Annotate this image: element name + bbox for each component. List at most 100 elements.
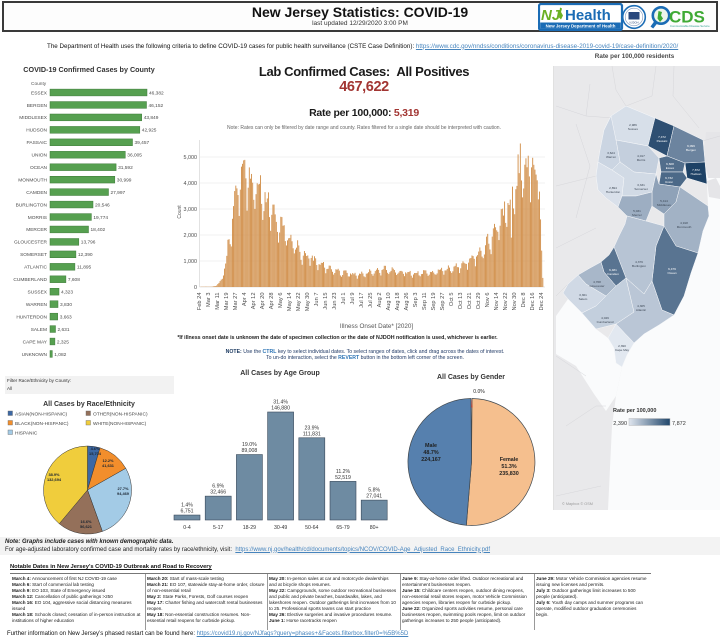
svg-text:New Jersey Department of Healt: New Jersey Department of Health [546, 24, 616, 29]
svg-text:WARREN: WARREN [26, 302, 48, 308]
svg-text:2,631: 2,631 [58, 327, 70, 333]
svg-text:Health: Health [565, 7, 611, 24]
svg-text:Bergen: Bergen [686, 148, 696, 152]
svg-text:3,830: 3,830 [60, 302, 72, 308]
svg-text:MIDDLESEX: MIDDLESEX [19, 115, 48, 121]
svg-text:Aug 26: Aug 26 [404, 293, 410, 311]
svg-text:Middlesex: Middlesex [657, 203, 671, 207]
svg-text:HISPANIC: HISPANIC [15, 430, 38, 436]
svg-text:146,880: 146,880 [271, 406, 290, 412]
svg-text:235,830: 235,830 [499, 471, 519, 477]
svg-text:Morris: Morris [637, 158, 646, 162]
svg-text:3,663: 3,663 [60, 314, 72, 320]
svg-text:5,031: 5,031 [633, 209, 641, 213]
svg-text:65-79: 65-79 [336, 525, 349, 531]
svg-text:Apr 20: Apr 20 [260, 293, 266, 310]
svg-text:Cape May: Cape May [615, 348, 630, 352]
svg-text:4.6%: 4.6% [91, 446, 100, 451]
svg-text:46,152: 46,152 [149, 103, 164, 109]
svg-text:Mercer: Mercer [632, 213, 642, 217]
svg-text:Jul 25: Jul 25 [368, 293, 374, 308]
svg-text:2,000: 2,000 [184, 233, 198, 239]
svg-text:51.3%: 51.3% [501, 464, 516, 470]
svg-text:6,732: 6,732 [665, 176, 673, 180]
svg-text:PASSAIC: PASSAIC [27, 140, 48, 146]
svg-text:BURLINGTON: BURLINGTON [16, 202, 48, 208]
svg-text:ATLANTIC: ATLANTIC [24, 265, 47, 271]
svg-text:3,331: 3,331 [637, 183, 645, 187]
svg-text:0.0%: 0.0% [473, 389, 485, 395]
svg-text:Essex: Essex [666, 166, 675, 170]
svg-text:Nov 30: Nov 30 [512, 293, 518, 311]
svg-text:5,000: 5,000 [184, 155, 198, 161]
svg-text:CDS: CDS [669, 8, 705, 27]
svg-text:16.6%: 16.6% [80, 519, 92, 524]
svg-text:94,469: 94,469 [117, 491, 130, 496]
svg-text:7,472: 7,472 [658, 135, 666, 139]
svg-text:39,457: 39,457 [135, 140, 150, 146]
svg-text:Sep 27: Sep 27 [440, 293, 446, 311]
svg-text:38.9%: 38.9% [48, 472, 60, 477]
svg-text:42,925: 42,925 [142, 128, 157, 134]
svg-text:32,466: 32,466 [210, 490, 226, 496]
svg-text:7,608: 7,608 [68, 277, 80, 283]
svg-text:Jun 15: Jun 15 [323, 293, 329, 310]
svg-text:13,796: 13,796 [81, 240, 96, 246]
svg-text:HUNTERDON: HUNTERDON [16, 314, 47, 320]
svg-text:6,751: 6,751 [181, 509, 194, 515]
svg-text:3,361: 3,361 [579, 293, 587, 297]
svg-text:Sep 19: Sep 19 [431, 293, 437, 311]
svg-text:Gloucester: Gloucester [590, 284, 605, 288]
svg-text:6,099: 6,099 [687, 144, 695, 148]
svg-text:31.4%: 31.4% [273, 400, 288, 406]
svg-text:May 6: May 6 [278, 293, 284, 309]
svg-text:52,519: 52,519 [335, 475, 351, 481]
svg-text:89,008: 89,008 [241, 448, 257, 454]
svg-text:27,997: 27,997 [111, 190, 126, 196]
svg-text:All Cases by Race/Ethnicity: All Cases by Race/Ethnicity [43, 401, 135, 408]
svg-text:5-17: 5-17 [213, 525, 223, 531]
svg-text:Sep 11: Sep 11 [422, 293, 428, 311]
svg-text:41,631: 41,631 [102, 463, 115, 468]
svg-text:Mar 19: Mar 19 [224, 293, 230, 311]
svg-text:Salem: Salem [579, 297, 588, 301]
svg-text:Union: Union [665, 180, 673, 184]
svg-text:Jun 7: Jun 7 [314, 293, 320, 307]
svg-text:2,390: 2,390 [618, 344, 626, 348]
svg-text:May 14: May 14 [287, 293, 293, 312]
svg-text:Jul 17: Jul 17 [359, 293, 365, 308]
svg-text:4,000: 4,000 [184, 181, 198, 187]
svg-text:NJDOH: NJDOH [630, 21, 639, 25]
svg-text:2,390: 2,390 [613, 421, 627, 427]
svg-text:12.2%: 12.2% [102, 458, 114, 463]
svg-text:May 30: May 30 [305, 293, 311, 312]
svg-text:18,402: 18,402 [91, 227, 106, 233]
svg-text:Dec 8: Dec 8 [521, 293, 527, 308]
svg-text:Nov 22: Nov 22 [503, 293, 509, 311]
svg-text:Burlington: Burlington [632, 264, 646, 268]
svg-text:7,872: 7,872 [672, 421, 686, 427]
svg-text:COVID-19 Confirmed Cases by Co: COVID-19 Confirmed Cases by County [23, 65, 154, 74]
svg-text:31,592: 31,592 [118, 165, 133, 171]
svg-text:Communicable Disease Service: Communicable Disease Service [670, 24, 710, 28]
svg-text:BLACK(NON-HISPANIC): BLACK(NON-HISPANIC) [15, 421, 69, 427]
svg-text:UNION: UNION [32, 153, 48, 159]
svg-text:Aug 10: Aug 10 [386, 293, 392, 311]
svg-text:1,000: 1,000 [184, 259, 198, 265]
svg-text:Ocean: Ocean [667, 271, 676, 275]
svg-text:0: 0 [194, 285, 197, 291]
svg-text:6.9%: 6.9% [212, 484, 224, 490]
svg-text:OTHER(NON-HISPANIC): OTHER(NON-HISPANIC) [93, 411, 148, 417]
svg-text:CAPE MAY: CAPE MAY [23, 339, 48, 345]
svg-text:Cumberland: Cumberland [597, 320, 614, 324]
svg-text:0-4: 0-4 [183, 525, 191, 531]
svg-text:Somerset: Somerset [634, 187, 647, 191]
svg-text:11,895: 11,895 [77, 265, 92, 271]
svg-text:ASIAN(NON-HISPANIC): ASIAN(NON-HISPANIC) [15, 411, 68, 417]
svg-text:BERGEN: BERGEN [27, 103, 48, 109]
svg-text:Aug 2: Aug 2 [377, 293, 383, 308]
svg-text:18-29: 18-29 [243, 525, 256, 531]
svg-text:4,918: 4,918 [680, 221, 688, 225]
svg-text:SUSSEX: SUSSEX [28, 290, 48, 296]
svg-text:May 22: May 22 [296, 293, 302, 312]
